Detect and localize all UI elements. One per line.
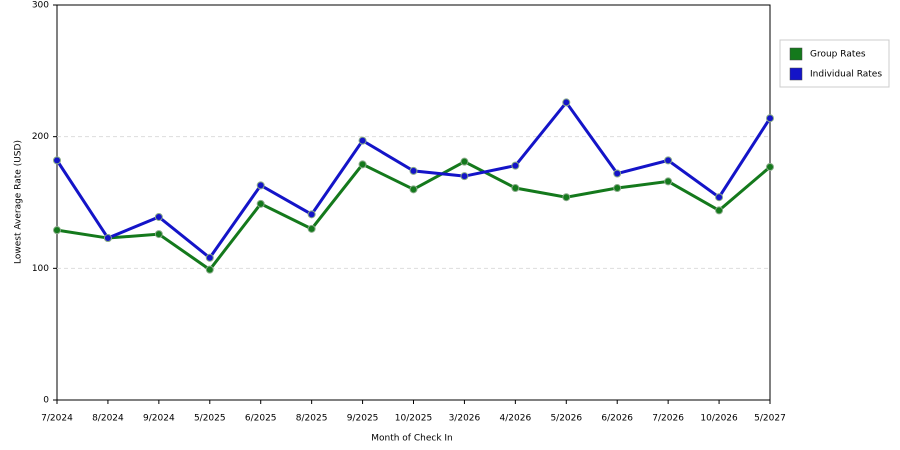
x-tick-label: 3/2026 bbox=[449, 414, 481, 424]
x-tick-label: 7/2024 bbox=[41, 414, 73, 424]
data-point bbox=[154, 212, 163, 221]
data-point bbox=[511, 184, 520, 193]
y-axis-title: Lowest Average Rate (USD) bbox=[14, 140, 24, 264]
plot-area bbox=[56, 4, 771, 401]
data-point bbox=[562, 98, 571, 107]
data-point bbox=[307, 210, 316, 219]
data-point bbox=[53, 226, 61, 235]
data-point bbox=[460, 172, 469, 181]
data-point bbox=[664, 156, 673, 165]
data-point bbox=[460, 157, 469, 166]
data-point bbox=[613, 169, 622, 178]
x-tick-label: 6/2026 bbox=[601, 414, 633, 424]
x-axis-title: Month of Check In bbox=[371, 434, 453, 444]
data-point bbox=[562, 193, 571, 202]
data-point bbox=[205, 253, 214, 262]
data-point bbox=[256, 199, 265, 208]
data-point bbox=[154, 230, 163, 239]
data-point bbox=[307, 224, 316, 233]
data-point bbox=[613, 184, 622, 193]
data-point bbox=[409, 185, 418, 194]
data-point bbox=[715, 206, 724, 215]
y-tick-label: 100 bbox=[32, 264, 49, 274]
data-point bbox=[715, 193, 724, 202]
data-point bbox=[103, 234, 112, 243]
legend-swatch bbox=[789, 67, 803, 81]
data-point bbox=[511, 161, 520, 170]
data-point bbox=[766, 114, 774, 123]
legend-label: Group Rates bbox=[810, 50, 866, 60]
data-point bbox=[358, 136, 367, 145]
x-tick-label: 4/2026 bbox=[500, 414, 532, 424]
data-point bbox=[53, 156, 61, 165]
data-point bbox=[409, 166, 418, 175]
series-line bbox=[56, 159, 771, 272]
data-point bbox=[256, 181, 265, 190]
y-tick-label: 200 bbox=[32, 132, 49, 142]
x-tick-label: 10/2026 bbox=[700, 414, 738, 424]
x-tick-label: 10/2025 bbox=[395, 414, 432, 424]
y-tick-label: 0 bbox=[43, 396, 49, 406]
x-tick-label: 8/2025 bbox=[296, 414, 328, 424]
x-tick-label: 7/2026 bbox=[652, 414, 684, 424]
x-tick-label: 9/2025 bbox=[347, 414, 379, 424]
x-tick-label: 9/2024 bbox=[143, 414, 175, 424]
data-point bbox=[766, 162, 774, 171]
legend-swatch bbox=[789, 47, 803, 61]
x-tick-label: 6/2025 bbox=[245, 414, 277, 424]
legend-label: Individual Rates bbox=[810, 70, 882, 80]
y-tick-label: 300 bbox=[32, 1, 49, 11]
data-point bbox=[205, 265, 214, 274]
x-tick-label: 5/2027 bbox=[754, 414, 786, 424]
series-line bbox=[55, 99, 772, 260]
data-point bbox=[358, 160, 367, 169]
x-tick-label: 5/2026 bbox=[550, 414, 582, 424]
x-tick-label: 8/2024 bbox=[92, 414, 124, 424]
data-point bbox=[664, 177, 673, 186]
x-tick-label: 5/2025 bbox=[194, 414, 226, 424]
